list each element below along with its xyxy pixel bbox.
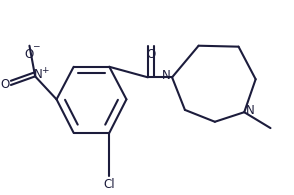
Text: N: N — [34, 68, 42, 81]
Text: O: O — [146, 48, 155, 61]
Text: O: O — [24, 48, 33, 61]
Text: +: + — [41, 66, 49, 75]
Text: O: O — [0, 78, 9, 91]
Text: Cl: Cl — [103, 178, 115, 191]
Text: N: N — [162, 69, 171, 82]
Text: −: − — [32, 41, 39, 50]
Text: N: N — [246, 104, 255, 117]
